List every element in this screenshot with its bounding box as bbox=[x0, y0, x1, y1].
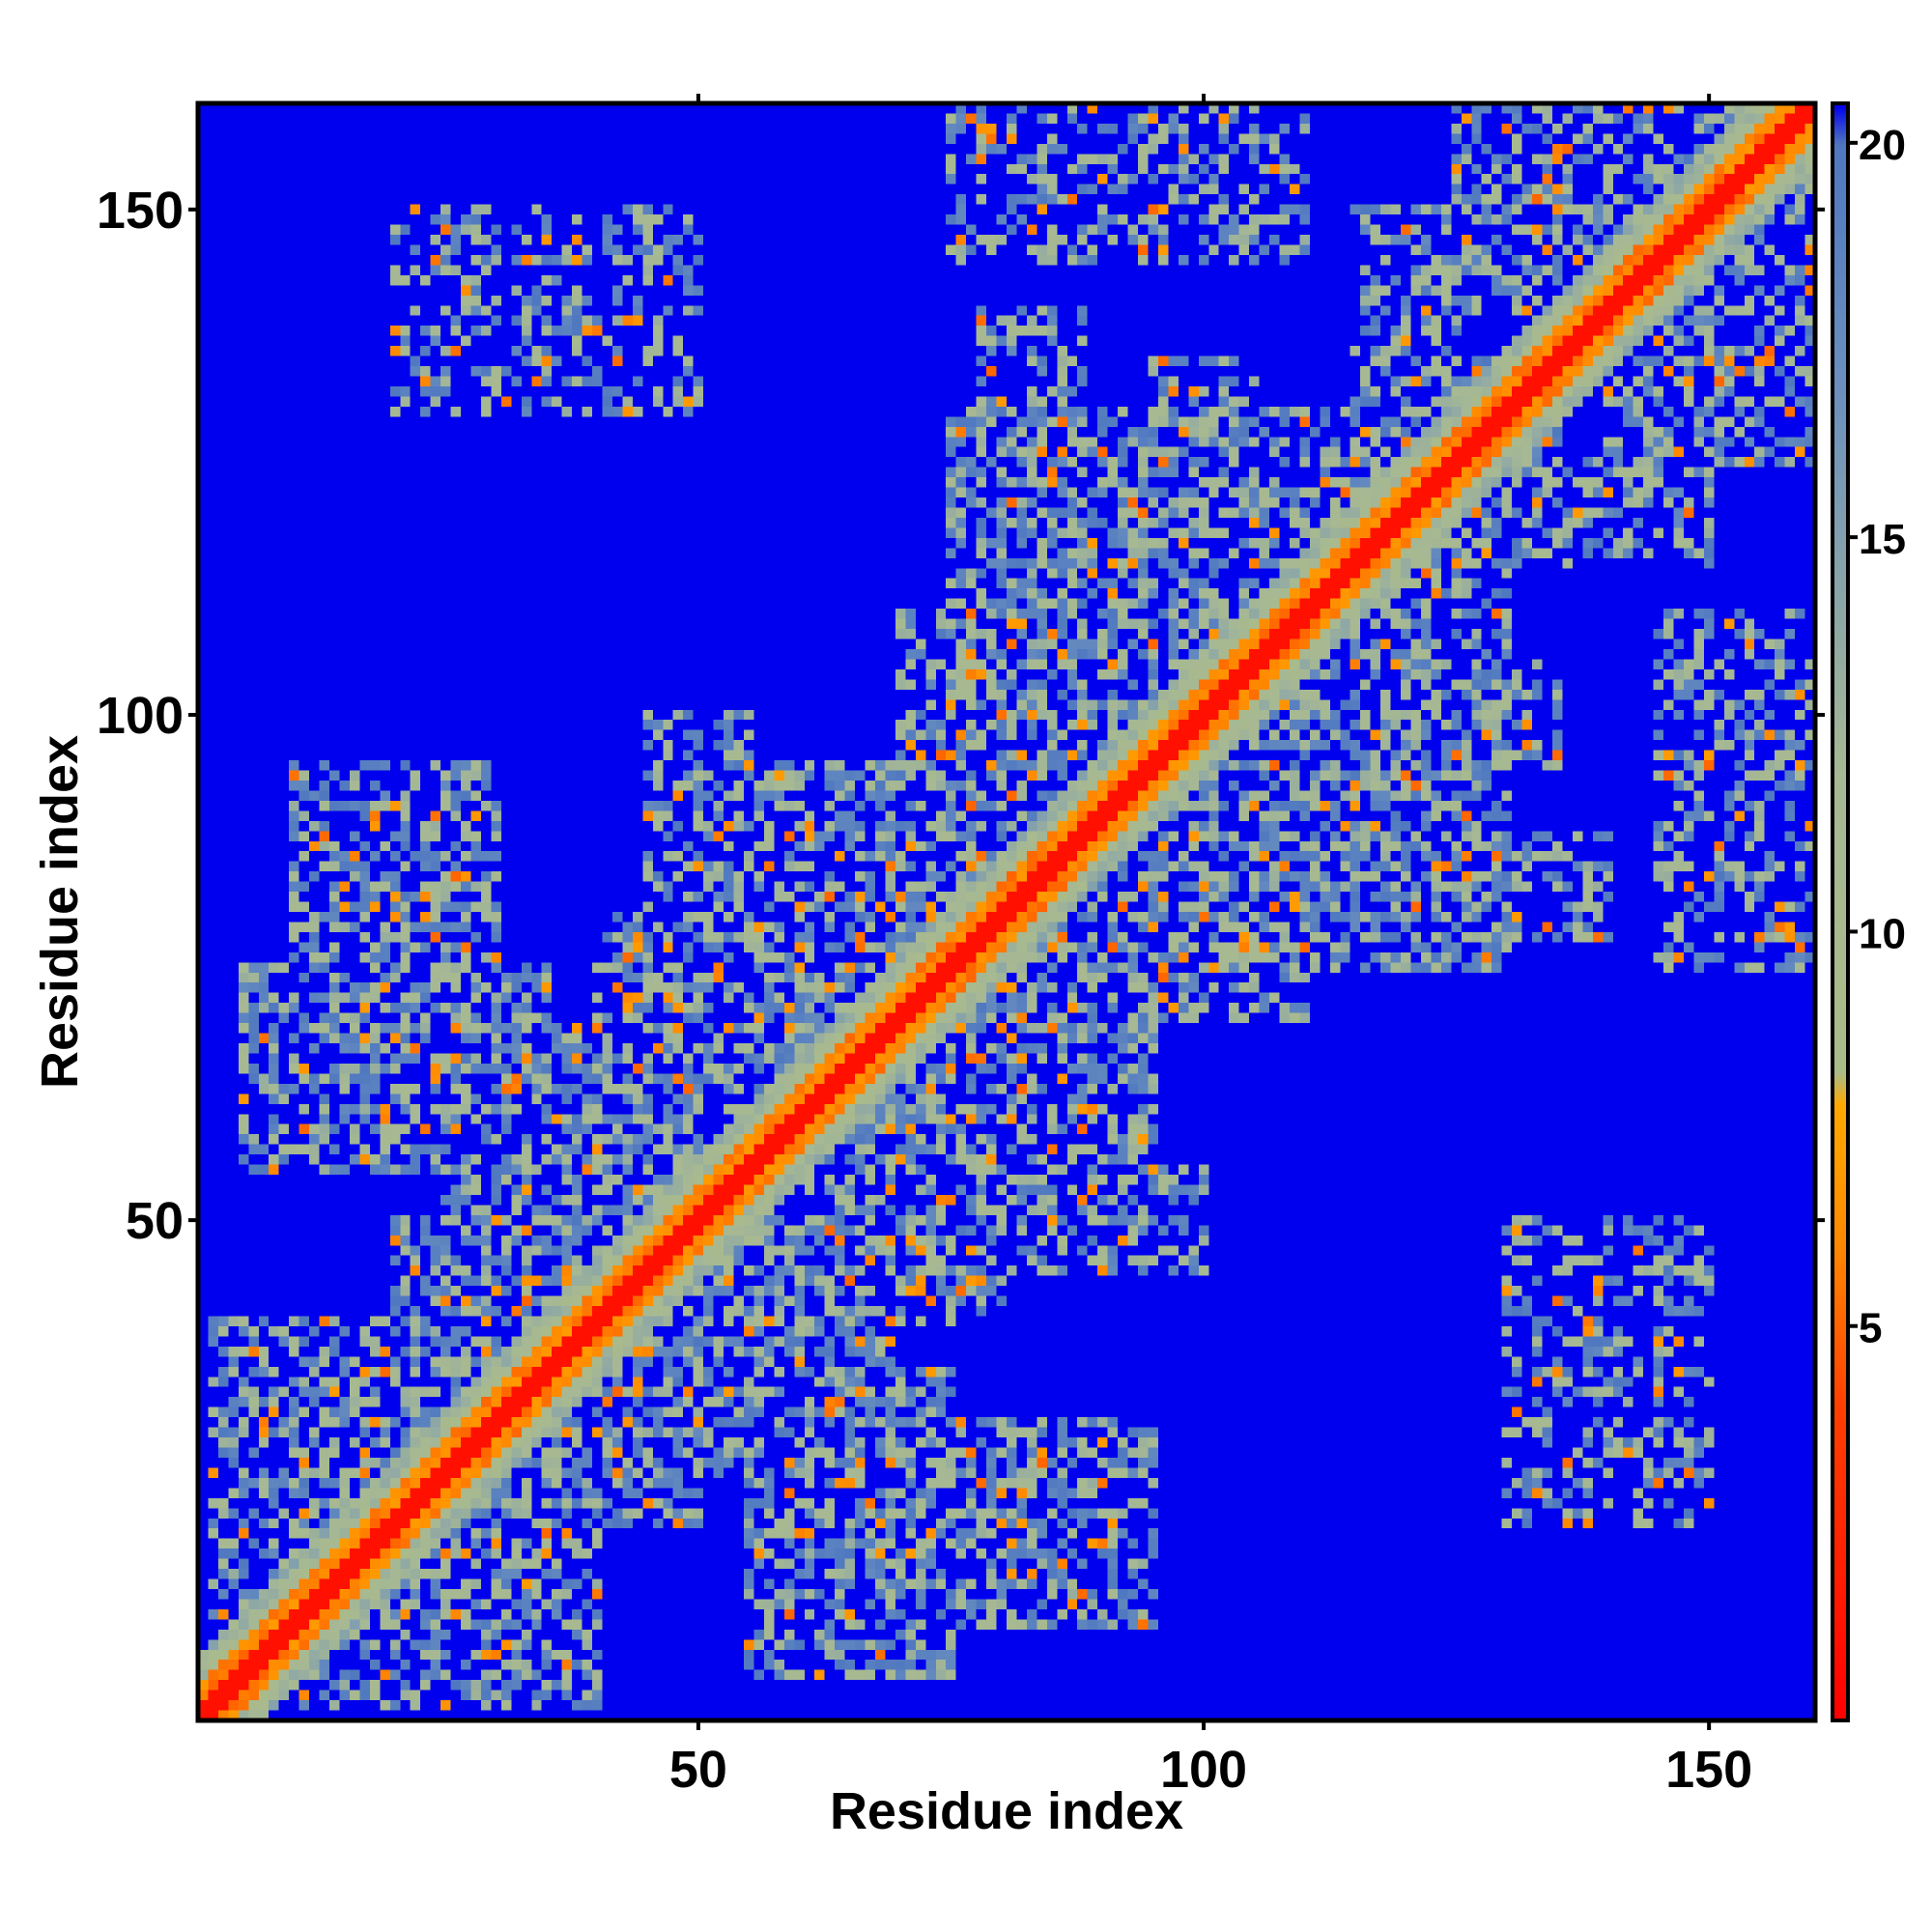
x-tick-label: 150 bbox=[1665, 1741, 1752, 1799]
colorbar-tick-label: 20 bbox=[1859, 122, 1906, 169]
axis-ticks: 50 100 150 50 100 150 5 10 15 20 bbox=[97, 94, 1906, 1799]
x-tick-label: 100 bbox=[1160, 1741, 1247, 1799]
colorbar-tick-label: 5 bbox=[1859, 1305, 1882, 1352]
y-tick-label: 100 bbox=[97, 687, 184, 745]
colorbar-tick-label: 15 bbox=[1859, 516, 1906, 563]
heatmap-plot-area bbox=[198, 103, 1815, 1720]
x-tick-label: 50 bbox=[669, 1741, 727, 1799]
x-axis-label: Residue index bbox=[830, 1782, 1183, 1840]
colorbar-frame bbox=[1831, 101, 1850, 1722]
y-axis-label: Residue index bbox=[31, 735, 89, 1089]
y-tick-label: 150 bbox=[97, 182, 184, 240]
plot-frame bbox=[195, 100, 1818, 1723]
colorbar-gradient bbox=[1833, 103, 1848, 1720]
colorbar-tick-label: 10 bbox=[1859, 910, 1906, 957]
y-tick-label: 50 bbox=[126, 1192, 184, 1250]
